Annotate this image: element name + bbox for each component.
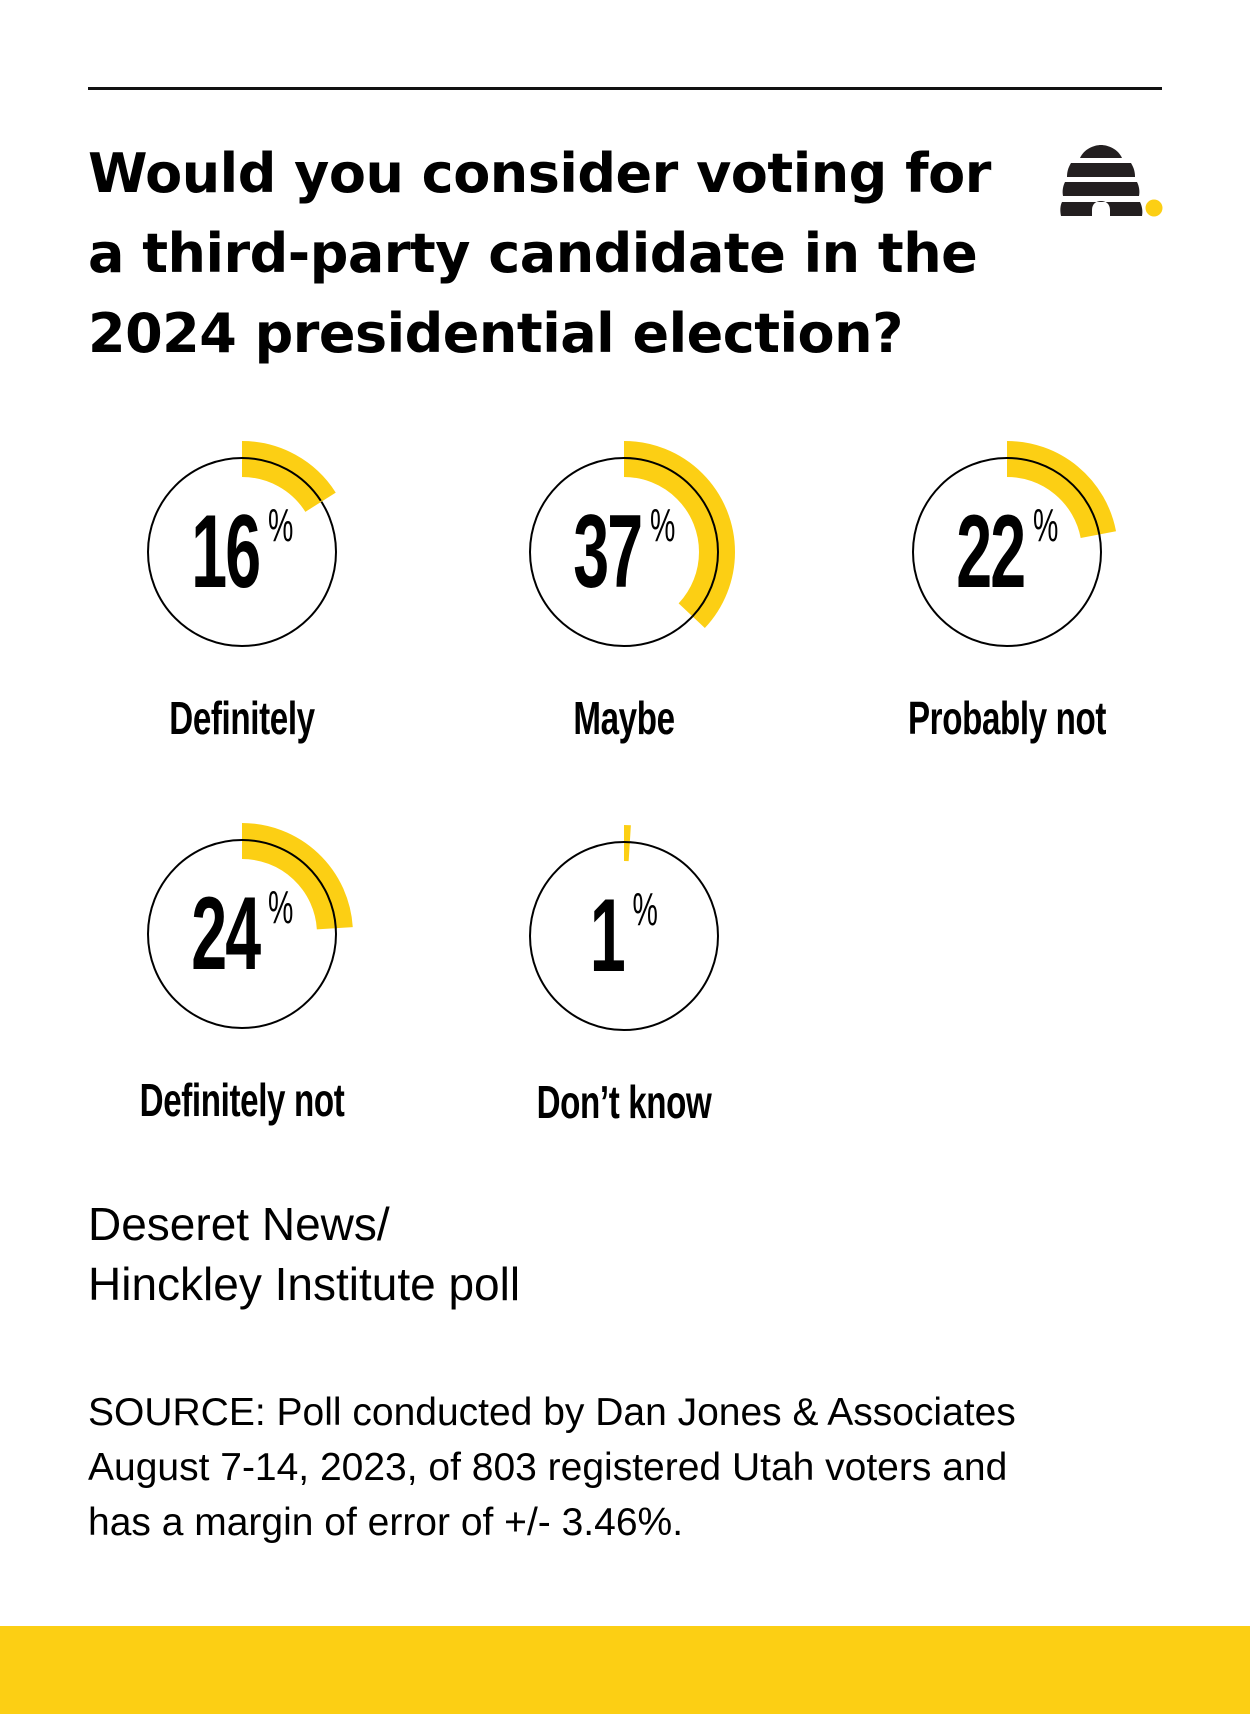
stat-value: 24 <box>190 876 261 992</box>
poll-credit-line-2: Hinckley Institute poll <box>88 1258 521 1310</box>
stat-value: 16 <box>190 494 261 610</box>
stat-label: Definitely not <box>139 1074 345 1126</box>
stat-definitely: 16% Definitely <box>112 422 372 752</box>
source-note: SOURCE: Poll conducted by Dan Jones & As… <box>88 1385 1188 1550</box>
stat-value: 1 <box>589 878 626 994</box>
percent-sign: % <box>649 499 676 551</box>
stat-value: 22 <box>955 494 1026 610</box>
progress-ring <box>896 441 1118 663</box>
stat-definitely-not: 24% Definitely not <box>112 804 372 1134</box>
stat-label: Don’t know <box>536 1076 712 1128</box>
title-line-3: 2024 presidential election? <box>88 302 903 365</box>
stat-value: 37 <box>572 494 643 610</box>
progress-ring <box>131 441 353 663</box>
title-line-1: Would you consider voting for <box>88 142 991 205</box>
stat-label: Probably not <box>907 692 1107 744</box>
percent-sign: % <box>267 499 294 551</box>
source-line-2: August 7-14, 2023, of 803 registered Uta… <box>88 1446 1008 1489</box>
percent-sign: % <box>267 881 294 933</box>
top-rule <box>88 87 1162 90</box>
stat-label: Definitely <box>169 692 315 744</box>
source-line-1: SOURCE: Poll conducted by Dan Jones & As… <box>88 1391 1016 1434</box>
source-line-3: has a margin of error of +/- 3.46%. <box>88 1501 684 1544</box>
chart-title: Would you consider voting for a third-pa… <box>88 134 991 374</box>
stat-probably-not: 22% Probably not <box>877 422 1137 752</box>
poll-credit-line-1: Deseret News/ <box>88 1198 390 1250</box>
percent-sign: % <box>632 883 659 935</box>
bottom-accent-band <box>0 1626 1250 1714</box>
title-line-2: a third-party candidate in the <box>88 222 978 285</box>
stat-label: Maybe <box>573 692 675 744</box>
progress-ring <box>131 823 353 1045</box>
percent-sign: % <box>1032 499 1059 551</box>
beehive-icon <box>1060 145 1163 217</box>
stat-maybe: 37% Maybe <box>494 422 754 752</box>
stat-dont-know: 1% Don’t know <box>494 806 754 1136</box>
poll-credit: Deseret News/ Hinckley Institute poll <box>88 1194 520 1314</box>
progress-ring <box>513 825 735 1047</box>
progress-ring <box>513 441 735 663</box>
